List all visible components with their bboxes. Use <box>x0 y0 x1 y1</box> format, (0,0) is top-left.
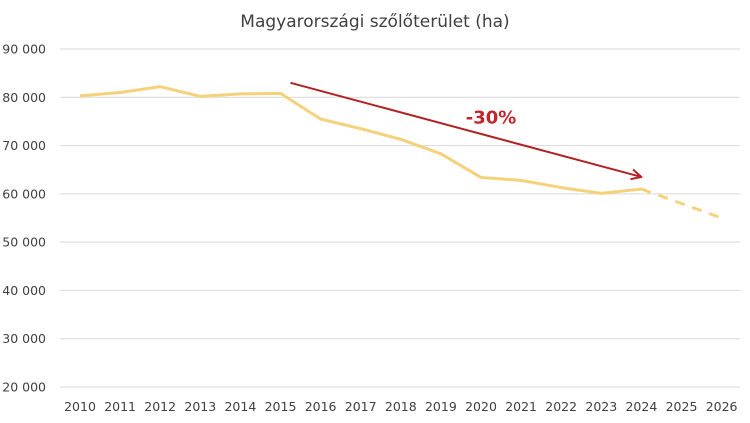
y-tick-label: 70 000 <box>2 138 46 153</box>
x-tick-label: 2014 <box>224 399 256 414</box>
trend-arrow <box>290 81 642 177</box>
series-line <box>79 85 642 195</box>
series-lines <box>79 85 723 220</box>
y-tick-label: 50 000 <box>2 235 46 250</box>
x-tick-label: 2018 <box>385 399 417 414</box>
x-tick-label: 2022 <box>545 399 577 414</box>
annotations: -30% <box>290 81 642 177</box>
y-axis-tick-labels: 20 000 30 000 40 000 50 000 60 000 70 000 80 0… <box>2 42 46 395</box>
forecast-series-line <box>640 187 723 220</box>
x-tick-label: 2015 <box>265 399 297 414</box>
y-tick-label: 60 000 <box>2 186 46 201</box>
grid-lines <box>60 48 740 388</box>
chart-title: Magyarországi szőlőterület (ha) <box>240 12 509 32</box>
x-tick-label: 2024 <box>625 399 657 414</box>
x-tick-label: 2019 <box>425 399 457 414</box>
x-tick-label: 2023 <box>585 399 617 414</box>
y-tick-label: 80 000 <box>2 90 46 105</box>
y-tick-label: 90 000 <box>2 42 46 57</box>
x-tick-label: 2017 <box>345 399 377 414</box>
x-tick-label: 2016 <box>305 399 337 414</box>
y-tick-label: 40 000 <box>2 283 46 298</box>
x-tick-label: 2025 <box>666 399 698 414</box>
x-tick-label: 2012 <box>144 399 176 414</box>
x-tick-label: 2026 <box>706 399 738 414</box>
x-axis-tick-labels: 2010 2011 2012 2013 2014 2015 2016 2017 2018 2019… <box>64 399 737 414</box>
y-tick-label: 30 000 <box>2 331 46 346</box>
x-tick-label: 2020 <box>465 399 497 414</box>
y-tick-label: 20 000 <box>2 380 46 395</box>
x-tick-label: 2021 <box>505 399 537 414</box>
x-tick-label: 2010 <box>64 399 96 414</box>
change-annotation: -30% <box>466 107 517 128</box>
x-tick-label: 2013 <box>184 399 216 414</box>
x-tick-label: 2011 <box>104 399 136 414</box>
